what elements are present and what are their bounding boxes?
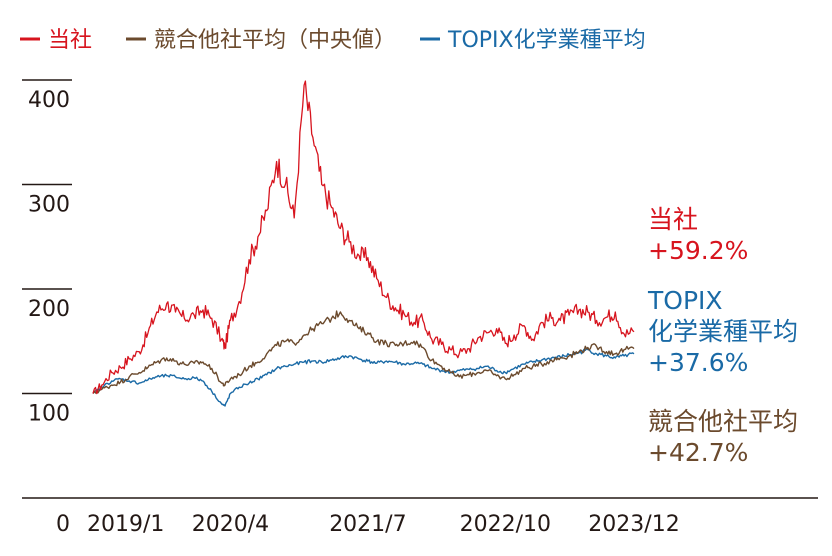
plot-lines — [92, 80, 635, 407]
legend-label-2: TOPIX化学業種平均 — [447, 28, 646, 53]
x-tick-label-2: 2021/7 — [329, 512, 406, 537]
x-tick-label-0: 2019/1 — [87, 512, 164, 537]
y-tick-label-0: 0 — [56, 512, 70, 537]
annotation-2-line-0: TOPIX — [647, 286, 723, 315]
end-annotations: 当社+59.2% 競合他社平均+42.7% TOPIX化学業種平均+37.6% — [647, 205, 798, 467]
y-tick-label-300: 300 — [28, 193, 70, 218]
y-tick-label-400: 400 — [28, 88, 70, 113]
annotation-2-line-1: 化学業種平均 — [648, 317, 798, 346]
series-line-2 — [92, 348, 635, 407]
x-tick-label-4: 2023/12 — [588, 512, 679, 537]
y-tick-label-200: 200 — [28, 297, 70, 322]
annotation-0-line-1: +59.2% — [648, 236, 748, 265]
annotation-2-line-2: +37.6% — [648, 348, 748, 377]
series-line-1 — [92, 310, 635, 394]
annotation-0-line-0: 当社 — [648, 205, 698, 234]
legend-label-1: 競合他社平均（中央値） — [154, 28, 396, 53]
y-axis: 0 100 200 300 400 — [22, 79, 818, 537]
y-tick-label-100: 100 — [28, 402, 70, 427]
x-tick-label-3: 2022/10 — [460, 512, 551, 537]
annotation-1-line-0: 競合他社平均 — [648, 407, 798, 436]
x-tick-label-1: 2020/4 — [192, 512, 269, 537]
legend: 当社 競合他社平均（中央値） TOPIX化学業種平均 — [20, 28, 646, 53]
annotation-1-line-1: +42.7% — [648, 438, 748, 467]
legend-label-0: 当社 — [48, 28, 92, 53]
series-line-0 — [92, 80, 635, 395]
x-axis: 2019/1 2020/4 2021/7 2022/10 2023/12 — [87, 512, 680, 537]
